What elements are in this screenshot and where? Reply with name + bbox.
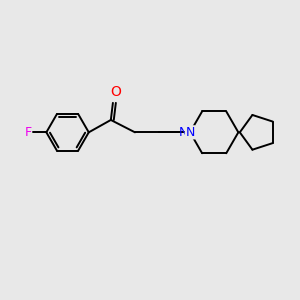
Text: O: O (110, 85, 121, 99)
Text: N: N (178, 126, 188, 139)
Text: N: N (185, 126, 195, 139)
Text: F: F (25, 126, 32, 139)
Text: N: N (185, 126, 195, 139)
